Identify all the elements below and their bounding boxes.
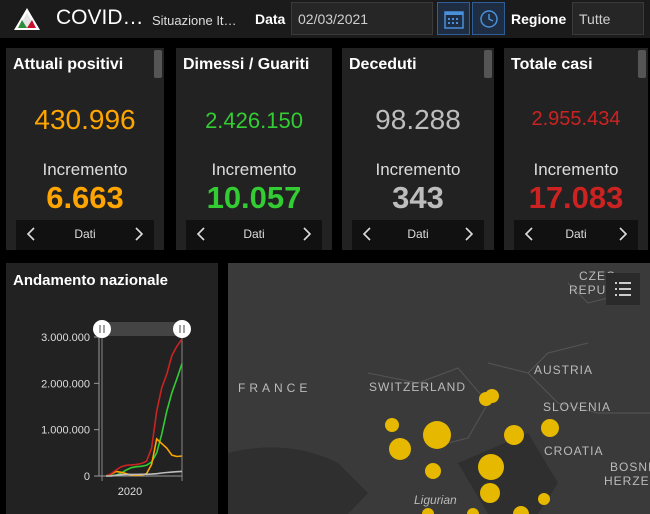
y-tick-label: 2.000.000 <box>41 378 90 390</box>
map-label-czech-2: REPUB <box>569 283 616 297</box>
y-tick-label: 1.000.000 <box>41 425 90 437</box>
trend-title: Andamento nazionale <box>13 272 169 289</box>
region-select[interactable]: Tutte <box>572 2 644 35</box>
card-nav-label: Dati <box>74 227 96 241</box>
card-scrollbar[interactable] <box>154 50 162 78</box>
card-total: 2.955.434 <box>531 108 621 130</box>
map-label-austria: AUSTRIA <box>534 363 594 377</box>
map-label-france: FRANCE <box>238 381 312 395</box>
card-scrollbar[interactable] <box>484 50 492 78</box>
map-label-czech: CZEC <box>579 269 616 283</box>
map-label-bosnia: BOSNI <box>610 460 650 474</box>
card-title: Totale casi <box>511 56 593 73</box>
prev-arrow-icon[interactable] <box>360 226 374 242</box>
time-range-track[interactable] <box>106 322 182 336</box>
card-nav-label: Dati <box>243 227 265 241</box>
card-nav: Dati <box>352 220 484 250</box>
map-marker[interactable] <box>504 425 524 445</box>
card-increment-label: Incremento <box>42 160 128 179</box>
card-nav: Dati <box>186 220 322 250</box>
card-nav-label: Dati <box>407 227 429 241</box>
grip-icon <box>99 325 105 333</box>
series-line-0 <box>105 363 183 477</box>
card-scrollbar[interactable] <box>638 50 646 78</box>
map-label-bosnia-2: HERZEG <box>604 474 650 488</box>
map-marker[interactable] <box>538 493 550 505</box>
legend-button[interactable] <box>606 273 640 305</box>
grip-icon <box>179 325 185 333</box>
sea-area <box>228 447 368 514</box>
range-handle-left[interactable] <box>93 320 111 338</box>
map-marker[interactable] <box>425 463 441 479</box>
date-input[interactable]: 02/03/2021 <box>291 2 433 35</box>
app-subtitle: Situazione It… <box>152 13 237 28</box>
card-increment-label: Incremento <box>375 160 461 179</box>
next-arrow-icon[interactable] <box>616 226 630 242</box>
card-attuali-positivi: Attuali positivi 430.996 Incremento 6.66… <box>6 48 164 250</box>
card-title: Dimessi / Guariti <box>183 56 310 73</box>
trend-panel: Andamento nazionale 3.000.000 2.000.000 1.… <box>6 263 218 514</box>
series-line-1 <box>105 437 183 477</box>
series-line-2 <box>105 338 183 477</box>
card-increment-value: 6.663 <box>46 180 124 215</box>
card-totale-casi: Totale casi 2.955.434 Incremento 17.083 … <box>504 48 648 250</box>
series-line-3 <box>105 470 183 477</box>
card-deceduti: Deceduti 98.288 Incremento 343 Dati <box>342 48 494 250</box>
card-nav: Dati <box>514 220 638 250</box>
card-increment-value: 343 <box>392 180 444 215</box>
map-canvas[interactable] <box>228 263 650 514</box>
italy-logo-icon <box>14 8 40 30</box>
map-marker[interactable] <box>389 438 411 460</box>
card-increment-value: 17.083 <box>528 180 624 215</box>
map-marker[interactable] <box>423 421 451 449</box>
next-arrow-icon[interactable] <box>462 226 476 242</box>
map-marker[interactable] <box>385 418 399 432</box>
prev-arrow-icon[interactable] <box>194 226 208 242</box>
prev-arrow-icon[interactable] <box>522 226 536 242</box>
x-tick-label: 2020 <box>118 486 142 498</box>
map-label-switzerland: SWITZERLAND <box>369 380 467 394</box>
date-label: Data <box>255 11 286 27</box>
map-label-croatia: CROATIA <box>544 444 604 458</box>
list-icon <box>615 282 631 296</box>
map-marker[interactable] <box>478 454 504 480</box>
card-increment-value: 10.057 <box>206 180 302 215</box>
app-header: COVID… Situazione It… Data 02/03/2021 Re… <box>0 0 650 38</box>
clock-icon <box>480 10 498 28</box>
card-total: 430.996 <box>34 104 136 135</box>
calendar-icon <box>444 11 464 29</box>
card-nav-label: Dati <box>565 227 587 241</box>
trend-chart: 3.000.000 2.000.000 1.000.000 0 2020 <box>41 320 191 498</box>
card-total: 98.288 <box>375 104 461 135</box>
map-marker[interactable] <box>422 508 434 514</box>
card-total: 2.426.150 <box>205 108 303 133</box>
card-dimessi-guariti: Dimessi / Guariti 2.426.150 Incremento 1… <box>176 48 332 250</box>
y-tick-label: 0 <box>84 471 90 483</box>
y-tick-label: 3.000.000 <box>41 332 90 344</box>
app-title: COVID… <box>56 6 144 29</box>
region-label: Regione <box>511 11 567 27</box>
card-increment-label: Incremento <box>533 160 619 179</box>
map-label-ligurian: Ligurian <box>414 493 457 507</box>
next-arrow-icon[interactable] <box>132 226 146 242</box>
map-marker[interactable] <box>513 506 529 514</box>
map-marker[interactable] <box>541 419 559 437</box>
prev-arrow-icon[interactable] <box>24 226 38 242</box>
map-marker[interactable] <box>485 389 499 403</box>
card-increment-label: Incremento <box>211 160 297 179</box>
range-handle-right[interactable] <box>173 320 191 338</box>
map-panel[interactable]: FRANCE SWITZERLAND AUSTRIA SLOVENIA CROA… <box>228 263 650 514</box>
card-title: Deceduti <box>349 56 417 73</box>
map-marker[interactable] <box>480 483 500 503</box>
time-button[interactable] <box>472 2 505 35</box>
calendar-button[interactable] <box>437 2 470 35</box>
next-arrow-icon[interactable] <box>300 226 314 242</box>
map-label-slovenia: SLOVENIA <box>543 400 612 414</box>
map-marker[interactable] <box>467 508 479 514</box>
card-title: Attuali positivi <box>13 56 124 73</box>
card-nav: Dati <box>16 220 154 250</box>
